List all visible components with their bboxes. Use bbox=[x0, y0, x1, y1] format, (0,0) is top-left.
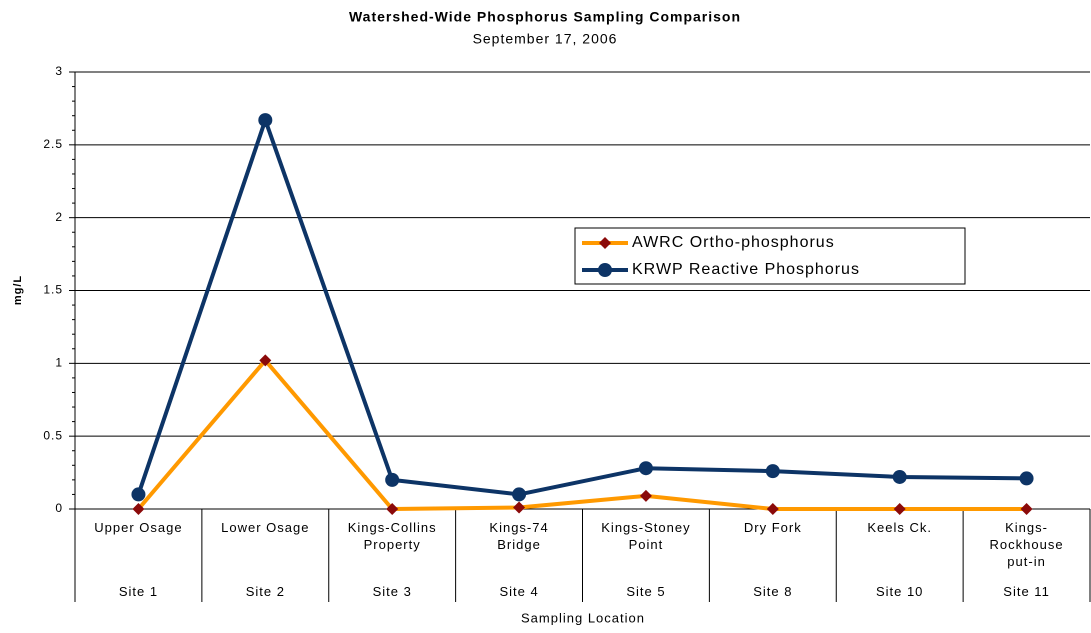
legend-marker bbox=[599, 237, 611, 249]
x-tick-label: Keels Ck. bbox=[867, 520, 932, 535]
data-point bbox=[639, 489, 652, 502]
x-site-label: Site 4 bbox=[499, 584, 539, 599]
data-point bbox=[258, 113, 273, 128]
data-point bbox=[765, 464, 780, 479]
data-point bbox=[386, 503, 399, 515]
y-tick-label: 2 bbox=[55, 210, 63, 224]
data-point bbox=[1019, 471, 1034, 486]
x-tick-label: Kings-Rockhouse put-in bbox=[989, 520, 1064, 569]
y-tick-label: 3 bbox=[55, 64, 63, 78]
x-site-label: Site 1 bbox=[118, 584, 159, 599]
data-point bbox=[513, 501, 526, 514]
x-tick-label: Upper Osage bbox=[94, 520, 183, 535]
x-tick-label: Kings-74 Bridge bbox=[489, 520, 549, 552]
x-site-label: Site 8 bbox=[753, 584, 793, 599]
x-site-label: Site 3 bbox=[372, 584, 412, 599]
chart-title: Watershed-Wide Phosphorus Sampling Compa… bbox=[349, 9, 741, 25]
data-point bbox=[638, 461, 653, 476]
data-point bbox=[892, 469, 907, 484]
data-point bbox=[512, 487, 527, 502]
y-tick-label: 1 bbox=[55, 356, 63, 370]
series-line bbox=[136, 118, 1027, 497]
x-site-label: Site 10 bbox=[875, 584, 924, 599]
x-tick-label: Kings-Collins Property bbox=[347, 520, 437, 552]
data-point bbox=[132, 503, 145, 515]
legend-label: KRWP Reactive Phosphorus bbox=[632, 261, 860, 278]
data-point bbox=[893, 503, 906, 515]
chart-subtitle: September 17, 2006 bbox=[473, 31, 618, 47]
y-axis-label: mg/L bbox=[12, 275, 24, 305]
x-axis-label: Sampling Location bbox=[521, 610, 645, 625]
series-line bbox=[136, 358, 1027, 511]
x-tick-label: Lower Osage bbox=[221, 520, 310, 535]
x-site-label: Site 2 bbox=[245, 584, 285, 599]
data-point bbox=[259, 354, 272, 367]
y-tick-label: 0.5 bbox=[43, 428, 63, 442]
y-tick-label: 0 bbox=[55, 501, 63, 515]
data-point bbox=[385, 472, 400, 487]
data-point bbox=[1020, 503, 1033, 515]
y-tick-label: 1.5 bbox=[43, 283, 63, 297]
legend-label: AWRC Ortho-phosphorus bbox=[632, 234, 835, 251]
data-point bbox=[766, 503, 779, 515]
x-site-label: Site 11 bbox=[1003, 584, 1050, 599]
data-point bbox=[131, 487, 146, 502]
legend-marker bbox=[598, 263, 612, 277]
x-tick-label: Kings-Stoney Point bbox=[601, 520, 691, 552]
legend-box bbox=[574, 227, 966, 285]
x-tick-label: Dry Fork bbox=[743, 520, 802, 535]
x-site-label: Site 5 bbox=[626, 584, 666, 599]
y-tick-label: 2.5 bbox=[43, 137, 63, 151]
